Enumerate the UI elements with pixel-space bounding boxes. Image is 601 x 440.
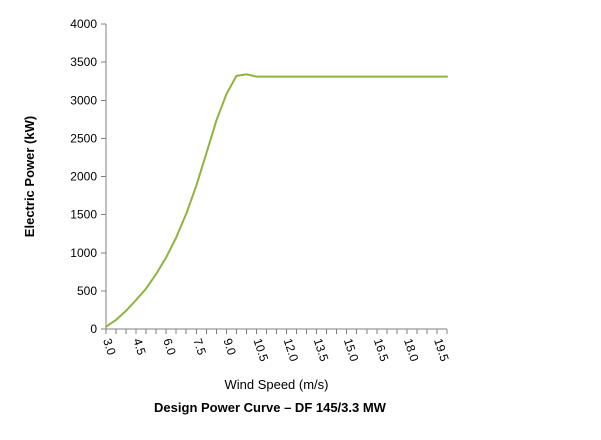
y-tick-label: 500 [77, 284, 97, 298]
y-tick-label: 3500 [70, 55, 97, 69]
y-axis-title: Electric Power (kW) [22, 116, 37, 237]
y-tick-label: 3000 [70, 93, 97, 107]
power-curve-line [105, 73, 448, 328]
x-axis-title: Wind Speed (m/s) [224, 377, 328, 392]
series-layer [105, 73, 448, 328]
x-tick-label: 15.0 [341, 337, 362, 364]
x-axis-ticks: 3.0 4.5 6.0 7.5 9.0 10.5 12.0 13.5 15.0 16.5 18.0 1… [100, 329, 452, 363]
y-tick-label: 2500 [70, 131, 97, 145]
x-tick-label: 9.0 [220, 337, 239, 358]
y-tick-label: 1500 [70, 208, 97, 222]
x-tick-label: 18.0 [401, 337, 422, 364]
y-axis-ticks: 0 500 1000 1500 2000 2500 3000 3500 4000 [70, 17, 106, 336]
chart-title: Design Power Curve – DF 145/3.3 MW [154, 400, 387, 415]
x-tick-label: 4.5 [130, 337, 149, 358]
x-tick-label: 7.5 [190, 337, 209, 358]
x-tick-label: 10.5 [251, 337, 272, 364]
x-tick-label: 12.0 [281, 337, 302, 364]
x-tick-label: 13.5 [311, 337, 332, 364]
y-tick-label: 0 [90, 322, 97, 336]
x-tick-label: 19.5 [431, 337, 452, 364]
y-tick-label: 1000 [70, 246, 97, 260]
x-tick-label: 6.0 [160, 337, 179, 358]
x-tick-label: 3.0 [100, 337, 119, 358]
x-tick-label: 16.5 [371, 337, 392, 364]
y-tick-label: 2000 [70, 170, 97, 184]
y-tick-label: 4000 [70, 17, 97, 31]
